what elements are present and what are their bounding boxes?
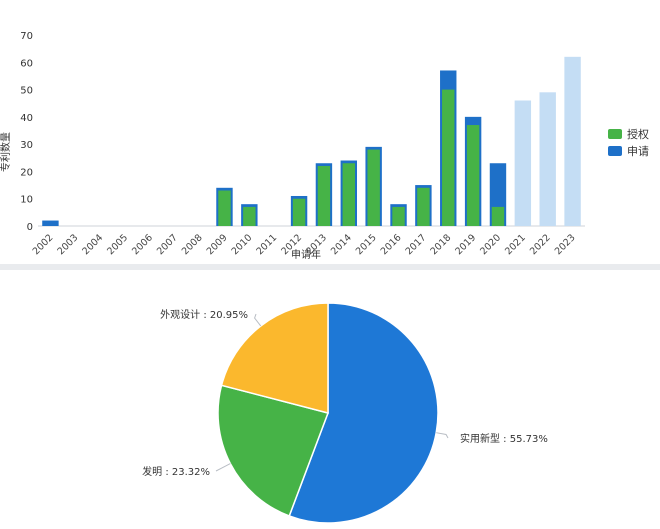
bar-pending-2021	[515, 100, 531, 226]
bar-granted-2019	[467, 125, 479, 226]
bar-chart-marks	[42, 57, 581, 226]
y-tick-label: 10	[20, 195, 33, 206]
pie-label-leader	[255, 314, 261, 326]
x-tick-label: 2002	[31, 232, 56, 257]
x-tick-label: 2011	[254, 232, 279, 257]
legend-swatch	[608, 146, 622, 156]
bar-granted-2012	[293, 199, 305, 226]
pie-slices	[218, 303, 438, 523]
bar-granted-2015	[367, 150, 379, 226]
x-tick-label: 2015	[354, 232, 379, 257]
y-tick-label: 60	[20, 58, 33, 69]
bar-granted-2013	[318, 166, 330, 226]
y-axis-title: 专利数量	[0, 132, 12, 172]
x-tick-label: 2016	[379, 232, 404, 257]
pie-slice-label: 实用新型 : 55.73%	[460, 432, 548, 445]
x-tick-label: 2023	[553, 232, 578, 257]
x-tick-label: 2004	[80, 232, 105, 257]
x-tick-label: 2006	[130, 232, 155, 257]
x-tick-label: 2008	[180, 232, 205, 257]
legend-label: 申请	[627, 145, 649, 158]
pie-label-leader	[216, 464, 230, 471]
bar-granted-2017	[417, 188, 429, 226]
y-tick-label: 70	[20, 31, 33, 42]
x-tick-label: 2007	[155, 232, 180, 257]
bar-granted-2016	[392, 207, 404, 226]
legend-label: 授权	[627, 127, 649, 141]
legend-swatch	[608, 129, 622, 139]
bar-granted-2018	[442, 90, 454, 226]
pie-chart: 实用新型 : 55.73% 发明 : 23.32% 外观设计 : 20.95%	[0, 270, 660, 529]
x-tick-label: 2018	[428, 232, 453, 257]
bar-pending-2022	[539, 92, 555, 226]
x-tick-label: 2022	[528, 232, 553, 257]
x-tick-label: 2021	[503, 232, 528, 257]
pie-slice-label: 外观设计 : 20.95%	[160, 308, 248, 321]
y-tick-label: 30	[20, 140, 33, 151]
y-tick-label: 20	[20, 167, 33, 178]
x-axis-title: 申请年	[291, 248, 321, 261]
x-tick-label: 2003	[56, 232, 81, 257]
x-tick-label: 2019	[453, 232, 478, 257]
bar-granted-2009	[218, 191, 230, 226]
y-tick-label: 40	[20, 113, 33, 124]
x-tick-label: 2017	[404, 232, 429, 257]
bar-granted-2014	[343, 163, 355, 226]
pie-slice-label: 发明 : 23.32%	[142, 465, 210, 478]
bar-granted-2020	[492, 207, 504, 226]
x-tick-label: 2010	[230, 232, 255, 257]
x-tick-label: 2020	[478, 232, 503, 257]
x-tick-label: 2005	[105, 232, 130, 257]
y-tick-label: 50	[20, 86, 33, 97]
pie-label-leader	[436, 433, 448, 438]
bar-chart-panel: 0 10 20 30 40 50 60 70 2002 2003 2004 2005 2006 2007 2…	[0, 0, 660, 264]
y-tick-label: 0	[27, 222, 33, 233]
bar-application-2002	[42, 221, 58, 226]
bar-pending-2023	[564, 57, 580, 226]
bar-granted-2010	[243, 207, 255, 226]
x-tick-label: 2009	[205, 232, 230, 257]
pie-chart-panel: 实用新型 : 55.73% 发明 : 23.32% 外观设计 : 20.95%	[0, 270, 660, 529]
x-tick-label: 2014	[329, 232, 354, 257]
